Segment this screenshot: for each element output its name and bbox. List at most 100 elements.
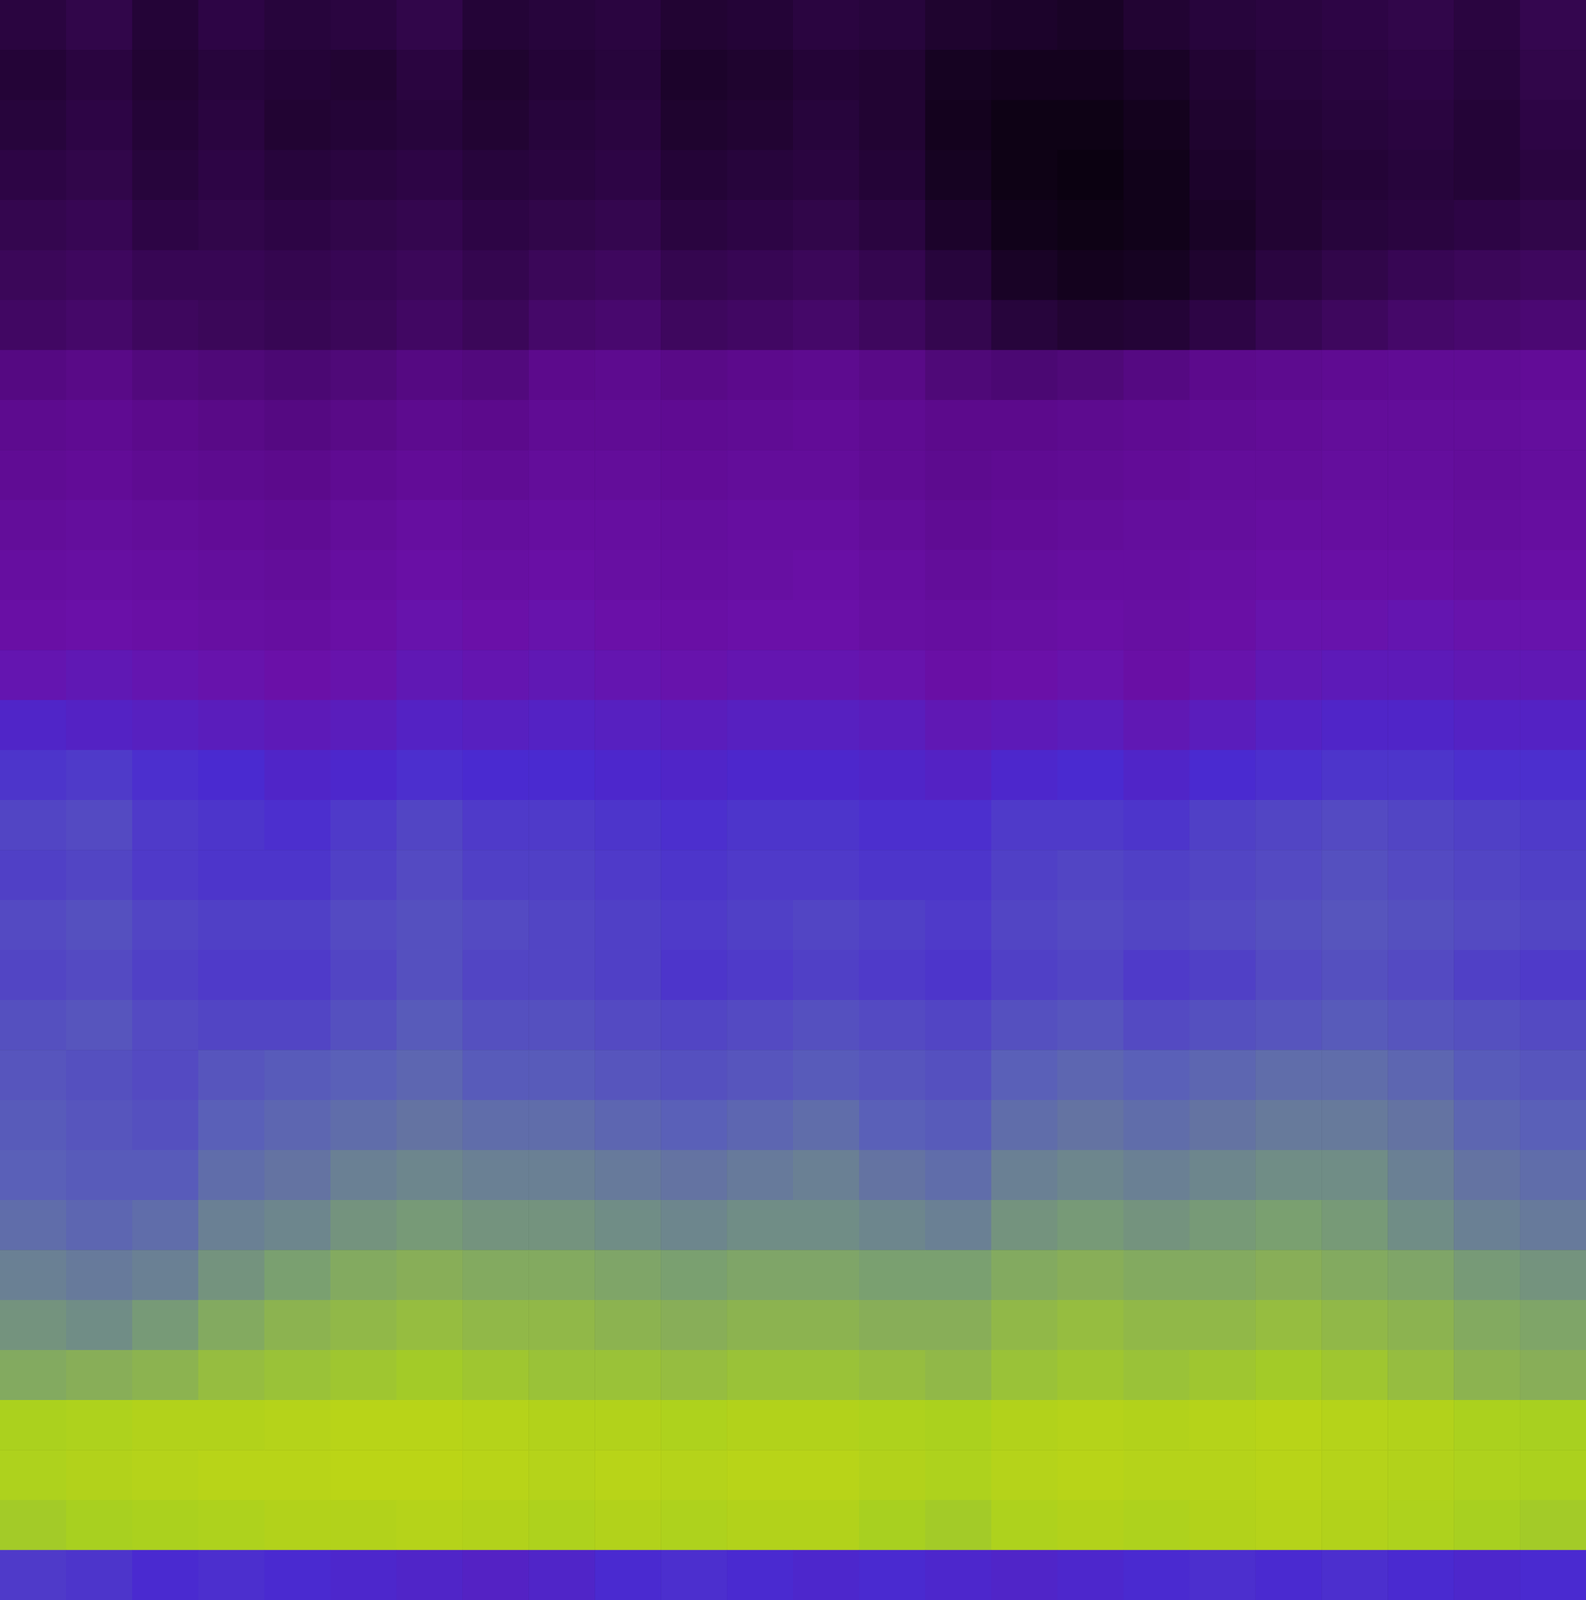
heatmap-cell (198, 150, 265, 201)
heatmap-cell (594, 199, 661, 251)
heatmap-cell (1123, 1299, 1190, 1351)
heatmap-cell (528, 1449, 595, 1500)
heatmap-cell (793, 949, 860, 1001)
heatmap-cell (1321, 1249, 1388, 1300)
heatmap-cell (726, 300, 793, 351)
heatmap-cell (793, 999, 860, 1051)
heatmap-cell (925, 999, 992, 1051)
heatmap-cell (925, 1349, 992, 1401)
heatmap-cell (132, 599, 199, 651)
heatmap-cell (793, 399, 860, 451)
heatmap-cell (1189, 849, 1256, 901)
heatmap-cell (198, 350, 265, 401)
heatmap-cell (66, 999, 133, 1051)
heatmap-cell (1321, 0, 1388, 51)
heatmap-cell (0, 300, 67, 351)
heatmap-cell (330, 1149, 397, 1201)
heatmap-cell (793, 249, 860, 301)
heatmap-cell (0, 749, 67, 801)
heatmap-cell (66, 100, 133, 151)
heatmap-cell (66, 900, 133, 951)
heatmap-cell (859, 249, 926, 301)
heatmap-cell (991, 550, 1058, 601)
heatmap-cell (1255, 949, 1322, 1001)
heatmap-cell (660, 1100, 727, 1151)
heatmap-cell (793, 1449, 860, 1500)
heatmap-cell (726, 599, 793, 651)
heatmap-cell (991, 949, 1058, 1001)
heatmap-cell (1123, 749, 1190, 801)
heatmap-cell (1255, 1499, 1322, 1551)
heatmap-cell (198, 199, 265, 251)
heatmap-cell (396, 1499, 463, 1551)
heatmap-cell (198, 999, 265, 1051)
heatmap-cell (1057, 1299, 1124, 1351)
heatmap-cell (528, 100, 595, 151)
heatmap-cell (0, 0, 67, 51)
heatmap-cell (396, 399, 463, 451)
heatmap-cell (66, 1399, 133, 1451)
heatmap-cell (330, 1199, 397, 1251)
heatmap-cell (1255, 799, 1322, 851)
heatmap-cell (594, 949, 661, 1001)
heatmap-cell (66, 599, 133, 651)
heatmap-cell (1057, 300, 1124, 351)
heatmap-cell (594, 399, 661, 451)
heatmap-cell (1189, 1249, 1256, 1300)
heatmap-cell (1189, 199, 1256, 251)
heatmap-cell (396, 249, 463, 301)
heatmap-cell (264, 350, 331, 401)
heatmap-cell (726, 100, 793, 151)
heatmap-cell (1255, 199, 1322, 251)
heatmap-cell (594, 1049, 661, 1101)
heatmap-cell (991, 1249, 1058, 1300)
heatmap-cell (793, 350, 860, 401)
heatmap-cell (793, 150, 860, 201)
heatmap-cell (1321, 399, 1388, 451)
heatmap-cell (132, 0, 199, 51)
heatmap-cell (462, 1149, 529, 1201)
heatmap-cell (1321, 799, 1388, 851)
heatmap-cell (1255, 1349, 1322, 1401)
heatmap-cell (1057, 550, 1124, 601)
heatmap-cell (859, 1299, 926, 1351)
heatmap-cell (1189, 949, 1256, 1001)
heatmap-cell (330, 199, 397, 251)
heatmap-cell (594, 500, 661, 551)
heatmap-cell (660, 1499, 727, 1551)
heatmap-cell (1519, 249, 1586, 301)
heatmap-cell (660, 100, 727, 151)
heatmap-cell (925, 1049, 992, 1101)
heatmap-cell (1519, 49, 1586, 101)
heatmap-cell (1453, 999, 1520, 1051)
heatmap-cell (330, 1349, 397, 1401)
heatmap-cell (925, 1199, 992, 1251)
heatmap-cell (396, 749, 463, 801)
heatmap-cell (594, 100, 661, 151)
heatmap-cell (264, 1299, 331, 1351)
heatmap-cell (132, 749, 199, 801)
heatmap-cell (396, 1399, 463, 1451)
heatmap-cell (1453, 550, 1520, 601)
heatmap-cell (1123, 599, 1190, 651)
heatmap-cell (528, 350, 595, 401)
cells (0, 0, 1586, 1600)
heatmap-cell (462, 1499, 529, 1551)
heatmap-cell (264, 1149, 331, 1201)
heatmap-cell (462, 849, 529, 901)
heatmap-cell (0, 649, 67, 701)
heatmap-cell (925, 49, 992, 101)
heatmap-cell (330, 799, 397, 851)
heatmap-cell (1387, 1549, 1454, 1600)
heatmap-cell (1519, 749, 1586, 801)
heatmap-cell (264, 700, 331, 751)
heatmap-cell (1453, 199, 1520, 251)
heatmap-cell (264, 949, 331, 1001)
heatmap-cell (396, 649, 463, 701)
heatmap-cell (1057, 150, 1124, 201)
heatmap-cell (1321, 249, 1388, 301)
heatmap-cell (1321, 500, 1388, 551)
heatmap-cell (660, 999, 727, 1051)
heatmap-cell (66, 1499, 133, 1551)
heatmap-cell (1321, 550, 1388, 601)
